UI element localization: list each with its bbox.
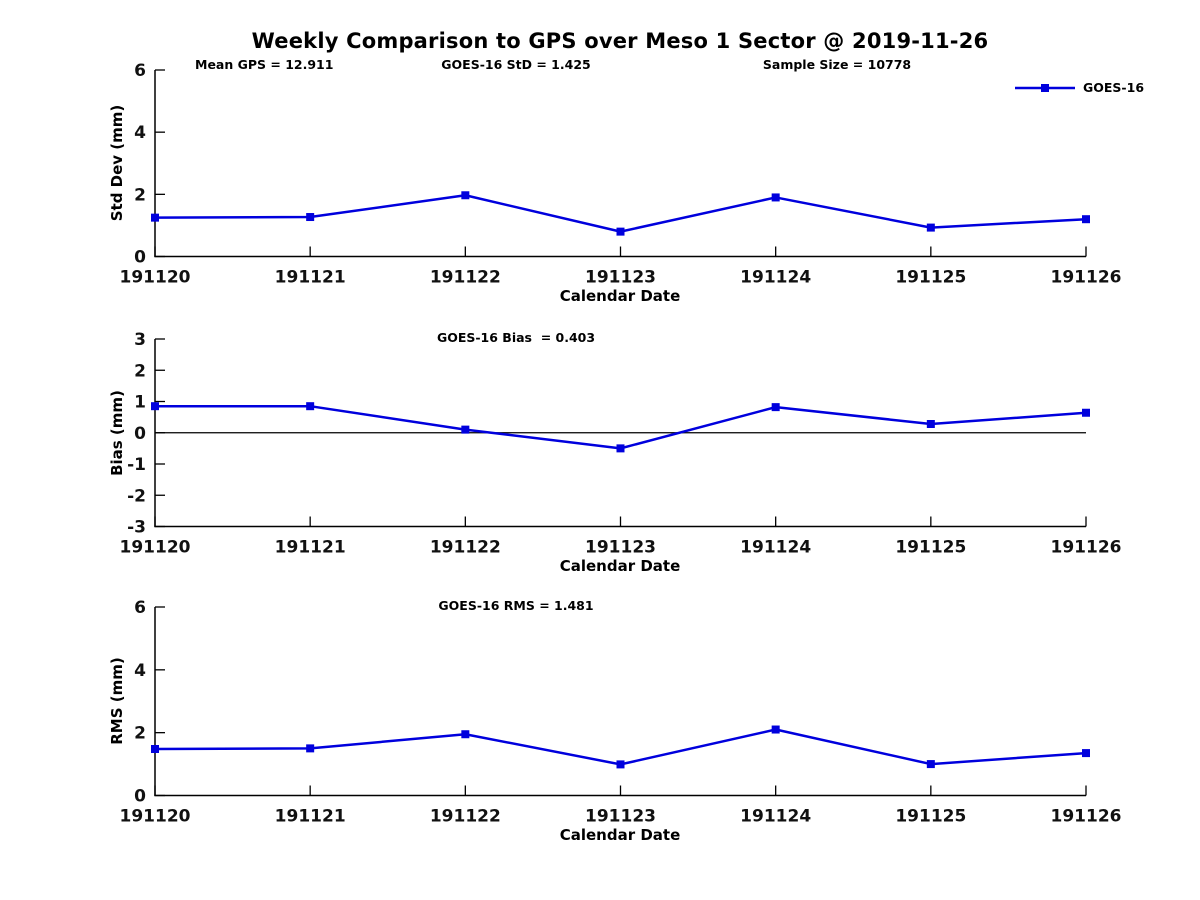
y-tick-label: 4 bbox=[134, 661, 146, 681]
x-axis-label-1: Calendar Date bbox=[559, 287, 681, 305]
data-point-marker bbox=[616, 760, 625, 769]
data-point-marker bbox=[1082, 749, 1090, 758]
legend-label: GOES-16 bbox=[1083, 80, 1145, 95]
annotation-sample-size: Sample Size = 10778 bbox=[762, 57, 912, 72]
data-point-marker bbox=[771, 193, 780, 202]
figure-title: Weekly Comparison to GPS over Meso 1 Sec… bbox=[251, 29, 989, 53]
x-tick-label: 191120 bbox=[120, 807, 191, 827]
data-point-marker bbox=[771, 725, 780, 734]
y-tick-label: 4 bbox=[134, 123, 146, 143]
x-tick-label: 191124 bbox=[740, 268, 811, 288]
subplot-title-rms: GOES-16 RMS = 1.481 bbox=[438, 598, 594, 613]
y-tick-label: 0 bbox=[134, 424, 146, 444]
data-point-marker bbox=[771, 403, 780, 412]
data-point-marker bbox=[926, 223, 935, 232]
y-axis-label-stddev: Std Dev (mm) bbox=[108, 104, 126, 222]
x-tick-label: 191122 bbox=[430, 807, 501, 827]
data-point-marker bbox=[461, 730, 470, 739]
x-tick-label: 191124 bbox=[740, 807, 811, 827]
subplot-title-bias: GOES-16 Bias = 0.403 bbox=[436, 330, 596, 345]
y-tick-label: 1 bbox=[134, 393, 146, 413]
y-tick-label: 0 bbox=[134, 787, 146, 807]
series-line bbox=[154, 194, 1087, 233]
x-tick-label: 191125 bbox=[895, 807, 966, 827]
x-tick-label: 191122 bbox=[430, 268, 501, 288]
data-point-marker bbox=[306, 402, 315, 411]
y-tick-label: -2 bbox=[127, 486, 146, 506]
y-tick-label: 6 bbox=[134, 61, 146, 81]
annotation-mean-gps: Mean GPS = 12.911 bbox=[195, 57, 334, 72]
series-line bbox=[154, 728, 1087, 766]
y-tick-label: 0 bbox=[134, 248, 146, 268]
y-tick-label: 2 bbox=[134, 361, 146, 381]
x-tick-label: 191123 bbox=[585, 807, 656, 827]
data-point-marker bbox=[616, 227, 625, 236]
data-point-marker bbox=[926, 420, 935, 428]
x-tick-label: 191126 bbox=[1051, 538, 1122, 558]
x-tick-label: 191126 bbox=[1051, 807, 1122, 827]
y-axis-label-bias: Bias (mm) bbox=[108, 390, 126, 476]
x-tick-label: 191125 bbox=[895, 538, 966, 558]
data-point-marker bbox=[616, 444, 625, 453]
x-tick-label: 191124 bbox=[740, 538, 811, 558]
x-tick-label: 191126 bbox=[1051, 268, 1122, 288]
x-tick-label: 191121 bbox=[275, 538, 346, 558]
x-tick-label: 191120 bbox=[120, 538, 191, 558]
data-point-marker bbox=[926, 760, 935, 769]
data-point-marker bbox=[151, 745, 159, 754]
y-tick-label: 2 bbox=[134, 724, 146, 744]
x-tick-label: 191123 bbox=[585, 268, 656, 288]
series-line bbox=[155, 404, 1087, 450]
y-tick-label: 3 bbox=[134, 330, 146, 350]
data-point-marker bbox=[461, 425, 470, 434]
annotation-goes16-std: GOES-16 StD = 1.425 bbox=[441, 57, 591, 72]
y-axis-label-rms: RMS (mm) bbox=[108, 657, 126, 745]
x-tick-label: 191121 bbox=[275, 268, 346, 288]
data-point-marker bbox=[151, 213, 159, 222]
y-tick-label: -1 bbox=[127, 455, 146, 475]
y-tick-label: -3 bbox=[127, 518, 146, 538]
legend: GOES-16 bbox=[1014, 80, 1144, 95]
legend-line-sample-icon bbox=[1015, 83, 1075, 92]
y-tick-label: 6 bbox=[134, 598, 146, 618]
x-axis-label-2: Calendar Date bbox=[559, 557, 681, 575]
data-point-marker bbox=[461, 191, 470, 200]
x-tick-label: 191120 bbox=[120, 268, 191, 288]
data-point-marker bbox=[306, 213, 315, 222]
x-axis-label-3: Calendar Date bbox=[559, 826, 681, 844]
data-point-marker bbox=[1082, 215, 1090, 224]
x-tick-label: 191121 bbox=[275, 807, 346, 827]
x-tick-label: 191125 bbox=[895, 268, 966, 288]
data-point-marker bbox=[1082, 408, 1090, 417]
x-tick-label: 191123 bbox=[585, 538, 656, 558]
x-tick-label: 191122 bbox=[430, 538, 501, 558]
data-point-marker bbox=[306, 744, 315, 753]
data-point-marker bbox=[151, 402, 159, 411]
y-tick-label: 2 bbox=[134, 185, 146, 205]
